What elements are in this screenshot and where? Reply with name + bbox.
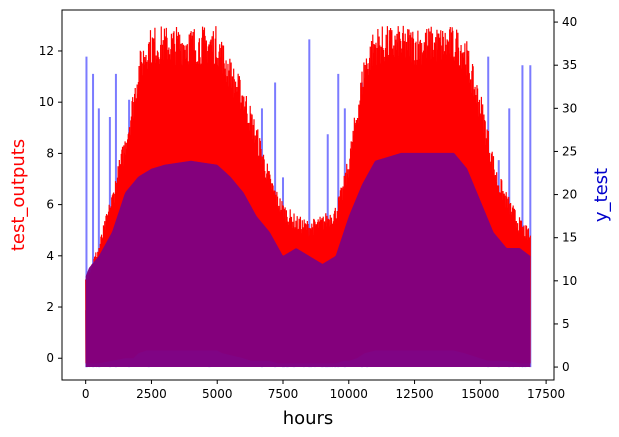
x-tick-label: 10000: [330, 387, 368, 401]
left-y-tick-label: 8: [46, 146, 54, 160]
left-y-tick-label: 10: [39, 95, 54, 109]
left-y-tick-label: 6: [46, 198, 54, 212]
right-y-tick-label: 5: [562, 317, 570, 331]
left-y-tick-label: 2: [46, 300, 54, 314]
axes: 0 2500 5000 7500 10000 12500 15000 17500 0 2 4 6 8 10…: [39, 15, 578, 401]
x-tick-label: 7500: [268, 387, 299, 401]
left-y-axis-label: test_outputs: [8, 139, 29, 251]
right-y-axis-label: y_test: [591, 168, 612, 222]
left-y-tick-label: 0: [46, 351, 54, 365]
right-y-tick-label: 10: [562, 274, 577, 288]
right-y-tick-label: 35: [562, 58, 577, 72]
x-tick-label: 15000: [461, 387, 499, 401]
right-y-tick-label: 0: [562, 360, 570, 374]
right-y-tick-label: 25: [562, 144, 577, 158]
x-tick-label: 5000: [202, 387, 233, 401]
x-axis-label: hours: [283, 408, 334, 429]
right-y-tick-label: 40: [562, 15, 577, 29]
x-tick-label: 2500: [136, 387, 167, 401]
plot-area: [85, 25, 532, 368]
overlap-band: [85, 152, 531, 368]
left-y-tick-label: 12: [39, 44, 54, 58]
right-y-tick-label: 20: [562, 188, 577, 202]
x-tick-label: 17500: [527, 387, 565, 401]
x-tick-label: 0: [82, 387, 90, 401]
left-y-tick-label: 4: [46, 249, 54, 263]
right-y-tick-label: 30: [562, 101, 577, 115]
x-tick-label: 12500: [395, 387, 433, 401]
right-y-tick-label: 15: [562, 231, 577, 245]
